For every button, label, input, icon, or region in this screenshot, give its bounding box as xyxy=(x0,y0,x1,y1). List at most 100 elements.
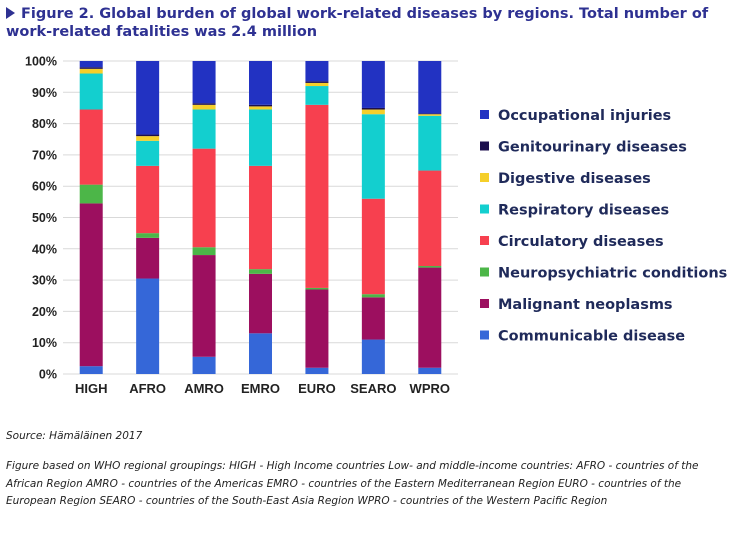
bar-segment xyxy=(136,237,160,279)
y-tick-label: 30% xyxy=(32,274,57,288)
bar-segment xyxy=(361,339,385,374)
bar-segment xyxy=(192,255,216,357)
bar-segment xyxy=(136,136,160,141)
legend-swatch xyxy=(480,204,489,214)
legend-swatch xyxy=(480,236,489,245)
bar-segment xyxy=(249,333,272,374)
bar-segment xyxy=(418,113,442,115)
y-tick-label: 90% xyxy=(32,86,57,100)
bar-segment xyxy=(249,273,272,334)
bar-segment xyxy=(192,148,216,248)
bar-segment xyxy=(249,165,272,270)
bar-segment xyxy=(305,61,329,82)
bar-segment xyxy=(305,86,329,105)
bar-segment xyxy=(249,109,272,166)
legend-swatch xyxy=(480,330,489,340)
legend-label: Communicable disease xyxy=(498,329,685,345)
y-tick-label: 60% xyxy=(32,180,57,194)
bar-segment xyxy=(305,104,329,288)
legend-label: Circulatory diseases xyxy=(498,234,664,250)
x-tick-label: SEARO xyxy=(350,381,396,396)
triangle-bullet-icon xyxy=(6,7,15,19)
legend-label: Occupational injuries xyxy=(498,108,671,124)
stacked-bar-chart: 0% 10% 20% 30% 40% 50% 60% 70% 80% 90% 100% HIGH AF… xyxy=(25,55,727,397)
bar-segment xyxy=(418,61,442,114)
bar-segment xyxy=(361,114,385,199)
bar-segment xyxy=(361,297,385,340)
bar-segment xyxy=(305,82,329,87)
source-note: Source: Hämäläinen 2017 xyxy=(6,430,143,442)
bar-segment xyxy=(192,109,216,149)
y-tick-label: 10% xyxy=(32,336,57,350)
x-axis: HIGH AFRO AMRO EMRO EURO SEARO WPRO xyxy=(75,381,450,396)
legend-label: Neuropsychiatric conditions xyxy=(498,266,727,282)
bar-segment xyxy=(136,233,160,238)
bar-segment xyxy=(418,367,442,374)
bar-segment xyxy=(305,289,329,368)
legend-swatch xyxy=(480,110,489,119)
bar-segment xyxy=(361,107,385,110)
bar-segment xyxy=(361,198,385,295)
bar-segment xyxy=(79,73,103,110)
y-tick-label: 100% xyxy=(25,55,57,69)
legend: Occupational injuries Genitourinary disea… xyxy=(480,108,727,345)
bar-segment xyxy=(305,287,329,290)
bar-segment xyxy=(249,106,272,110)
bar-segment xyxy=(79,109,103,185)
bar-segment xyxy=(192,356,216,374)
bar-segment xyxy=(79,68,103,74)
bar-segment xyxy=(136,278,160,374)
legend-label: Malignant neoplasms xyxy=(498,297,673,313)
bar-segment xyxy=(79,67,103,69)
chart-title-text: Figure 2. Global burden of global work-r… xyxy=(6,6,709,40)
y-tick-label: 50% xyxy=(32,211,57,225)
bar-segment xyxy=(192,103,216,105)
y-tick-label: 20% xyxy=(32,305,57,319)
bars xyxy=(79,61,442,374)
bar-segment xyxy=(192,104,216,110)
legend-label: Genitourinary diseases xyxy=(498,140,687,156)
x-tick-label: AFRO xyxy=(129,381,166,396)
y-axis: 0% 10% 20% 30% 40% 50% 60% 70% 80% 90% 100% xyxy=(25,55,57,382)
bar-segment xyxy=(361,294,385,298)
legend-swatch xyxy=(480,141,489,151)
bar-segment xyxy=(79,184,103,204)
bar-segment xyxy=(192,247,216,256)
bar-segment xyxy=(79,61,103,68)
y-tick-label: 0% xyxy=(39,368,57,382)
bar-segment xyxy=(249,61,272,105)
bar-segment xyxy=(305,367,329,374)
bar-segment xyxy=(79,366,103,374)
y-tick-label: 70% xyxy=(32,148,57,162)
bar-segment xyxy=(305,81,329,83)
x-tick-label: EMRO xyxy=(241,381,280,396)
bar-segment xyxy=(361,61,385,108)
bar-segment xyxy=(418,170,442,267)
bar-segment xyxy=(79,203,103,367)
bar-segment xyxy=(249,269,272,274)
bar-segment xyxy=(192,61,216,104)
legend-swatch xyxy=(480,173,489,182)
legend-swatch xyxy=(480,299,489,308)
bar-segment xyxy=(418,114,442,116)
x-tick-label: WPRO xyxy=(410,381,450,396)
bar-segment xyxy=(418,266,442,268)
bar-segment xyxy=(361,109,385,115)
y-tick-label: 80% xyxy=(32,117,57,131)
legend-label: Digestive diseases xyxy=(498,171,651,187)
bar-segment xyxy=(136,61,160,135)
bar-segment xyxy=(418,267,442,368)
legend-label: Respiratory diseases xyxy=(498,203,669,219)
bar-segment xyxy=(249,104,272,107)
x-tick-label: AMRO xyxy=(184,381,224,396)
bar-segment xyxy=(136,165,160,234)
x-tick-label: HIGH xyxy=(75,381,108,396)
bar-segment xyxy=(418,115,442,171)
figure-caption: Figure based on WHO regional groupings: … xyxy=(6,460,699,507)
legend-swatch xyxy=(480,267,489,277)
x-tick-label: EURO xyxy=(298,381,336,396)
y-tick-label: 40% xyxy=(32,242,57,256)
bar-segment xyxy=(136,140,160,166)
bar-segment xyxy=(136,134,160,137)
chart-title: Figure 2. Global burden of global work-r… xyxy=(6,5,736,41)
